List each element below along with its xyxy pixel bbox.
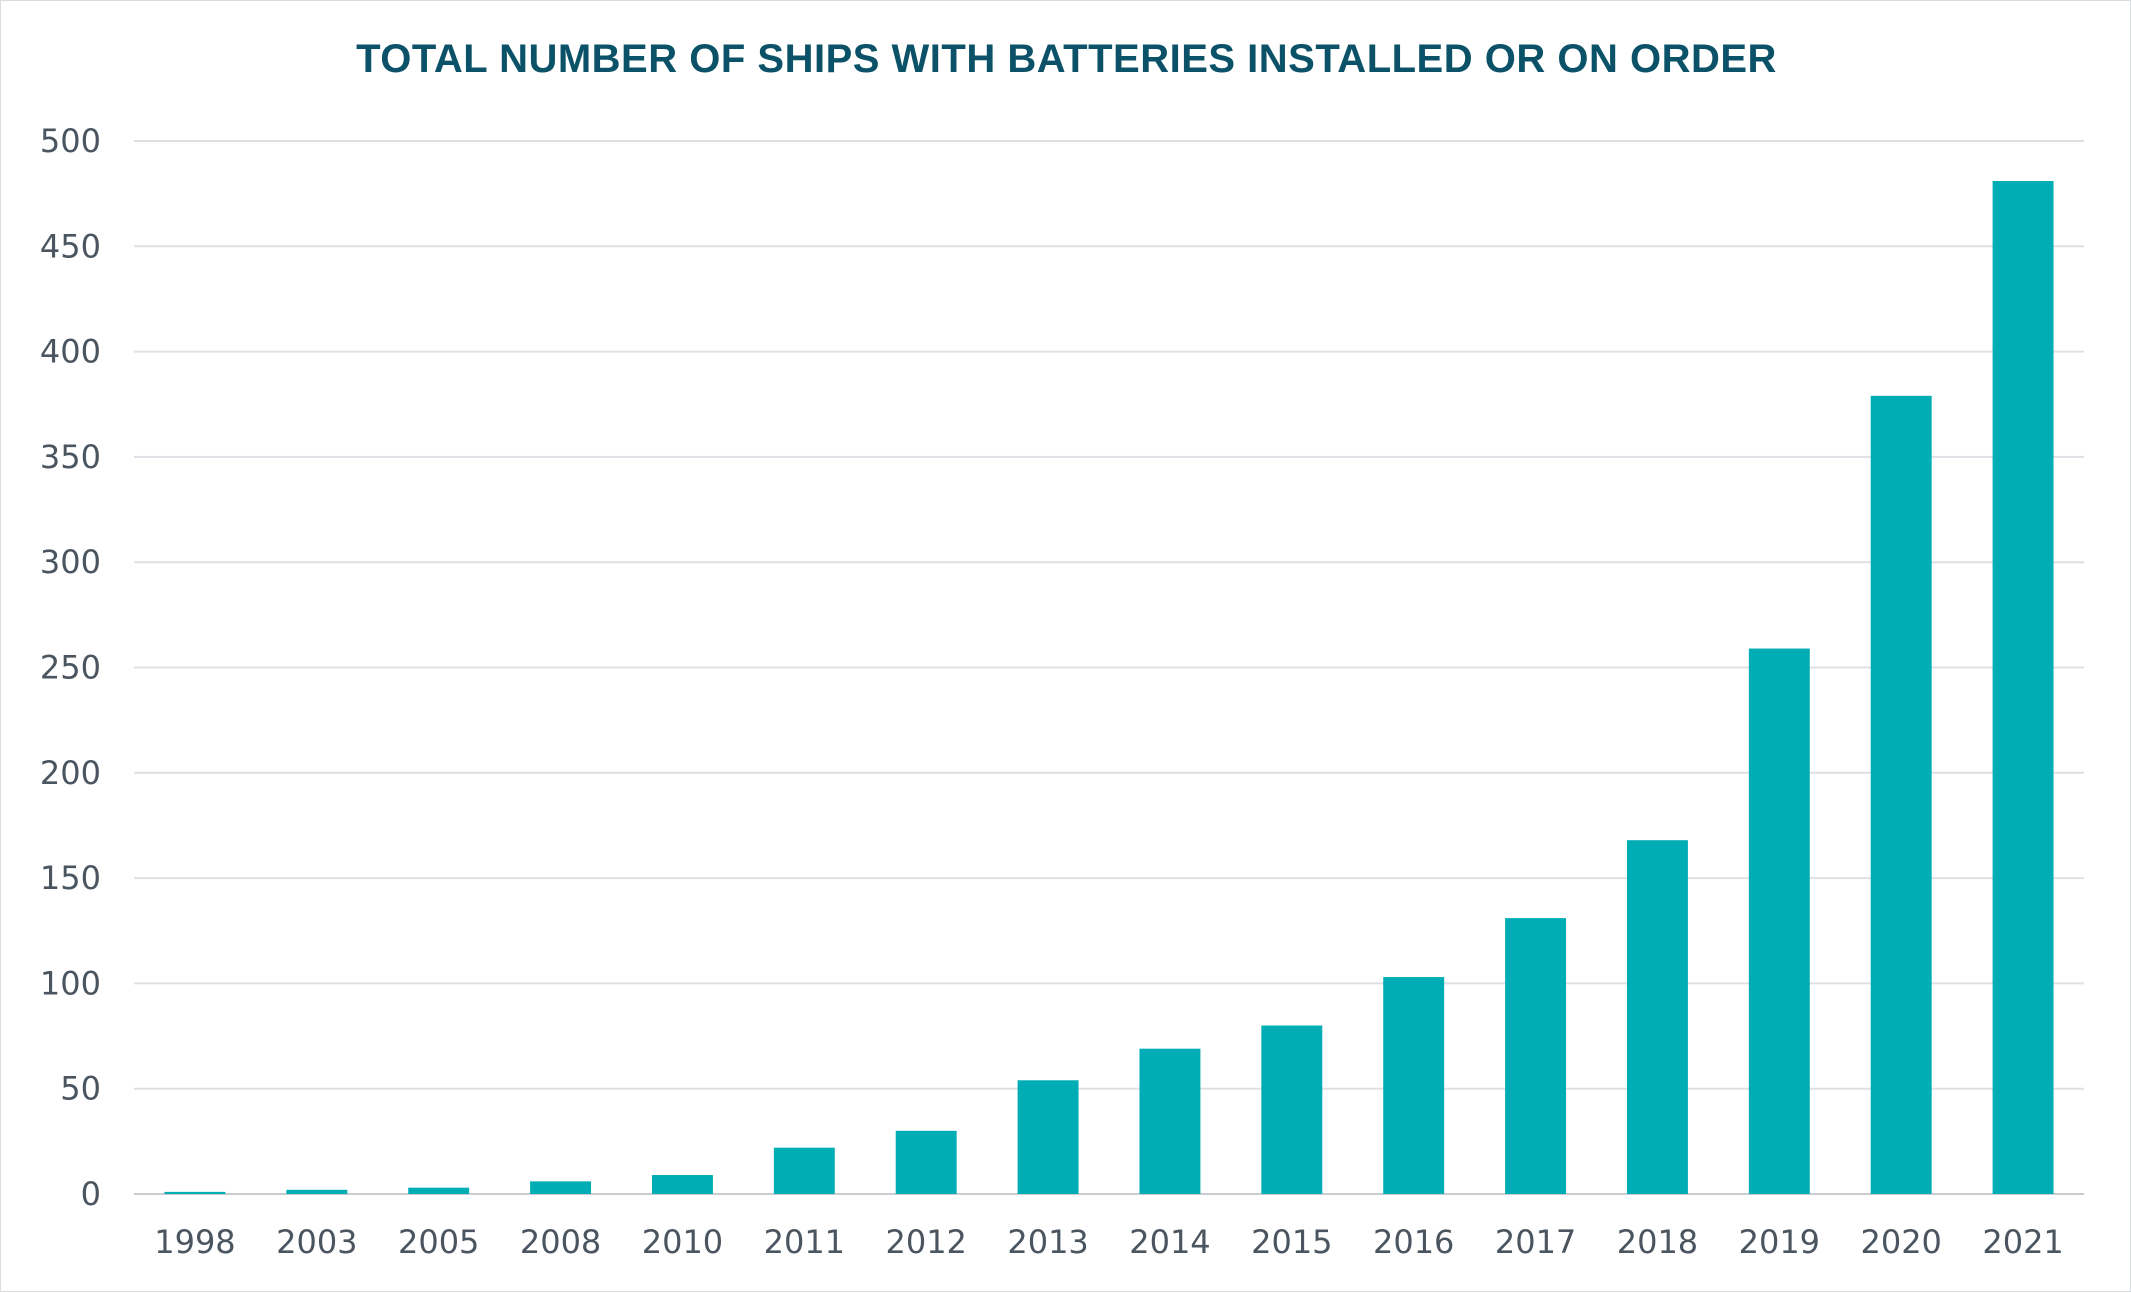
bar-2014 (1139, 1048, 1201, 1194)
x-tick-label: 2019 (1739, 1223, 1820, 1261)
x-tick-label: 1998 (154, 1223, 235, 1261)
x-tick-label: 2015 (1251, 1223, 1332, 1261)
bar-2020 (1870, 395, 1932, 1194)
bar-2012 (895, 1130, 957, 1194)
bar-2018 (1626, 840, 1688, 1194)
y-tick-label: 50 (60, 1070, 101, 1108)
x-tick-label: 2020 (1860, 1223, 1941, 1261)
y-tick-label: 0 (81, 1175, 101, 1213)
bar-1998 (164, 1191, 226, 1194)
x-tick-label: 2018 (1617, 1223, 1698, 1261)
y-tick-label: 150 (40, 859, 101, 897)
chart-title: TOTAL NUMBER OF SHIPS WITH BATTERIES INS… (356, 37, 1777, 81)
bar-2013 (1017, 1080, 1079, 1194)
bar-2016 (1383, 977, 1445, 1194)
bar-2019 (1748, 648, 1810, 1194)
y-tick-label: 100 (40, 964, 101, 1002)
y-tick-label: 350 (40, 438, 101, 476)
x-axis-ticks: 1998 2003 2005 2008 2010 2011 2012 2013 2014 2015… (154, 1223, 2064, 1261)
x-tick-label: 2016 (1373, 1223, 1454, 1261)
x-tick-label: 2017 (1495, 1223, 1576, 1261)
y-tick-label: 400 (40, 333, 101, 371)
bar-2010 (651, 1175, 713, 1194)
x-tick-label: 2012 (885, 1223, 966, 1261)
x-tick-label: 2013 (1007, 1223, 1088, 1261)
y-tick-label: 250 (40, 649, 101, 687)
y-axis-ticks: 0 50 100 150 200 250 300 350 400 450 500 (40, 122, 101, 1213)
bar-2021 (1992, 181, 2054, 1194)
x-tick-label: 2005 (398, 1223, 479, 1261)
y-tick-label: 450 (40, 227, 101, 265)
bars (164, 181, 2054, 1194)
bar-2005 (408, 1187, 470, 1194)
gridlines (134, 140, 2084, 1195)
y-tick-label: 200 (40, 754, 101, 792)
x-tick-label: 2008 (520, 1223, 601, 1261)
bar-2015 (1261, 1025, 1323, 1194)
bar-2008 (530, 1181, 592, 1194)
x-tick-label: 2021 (1982, 1223, 2063, 1261)
y-tick-label: 300 (40, 543, 101, 581)
x-tick-label: 2010 (642, 1223, 723, 1261)
bar-2003 (286, 1189, 348, 1194)
y-tick-label: 500 (40, 122, 101, 160)
bar-2011 (773, 1147, 835, 1194)
x-tick-label: 2003 (276, 1223, 357, 1261)
x-tick-label: 2014 (1129, 1223, 1210, 1261)
bar-2017 (1505, 918, 1567, 1194)
x-tick-label: 2011 (764, 1223, 845, 1261)
